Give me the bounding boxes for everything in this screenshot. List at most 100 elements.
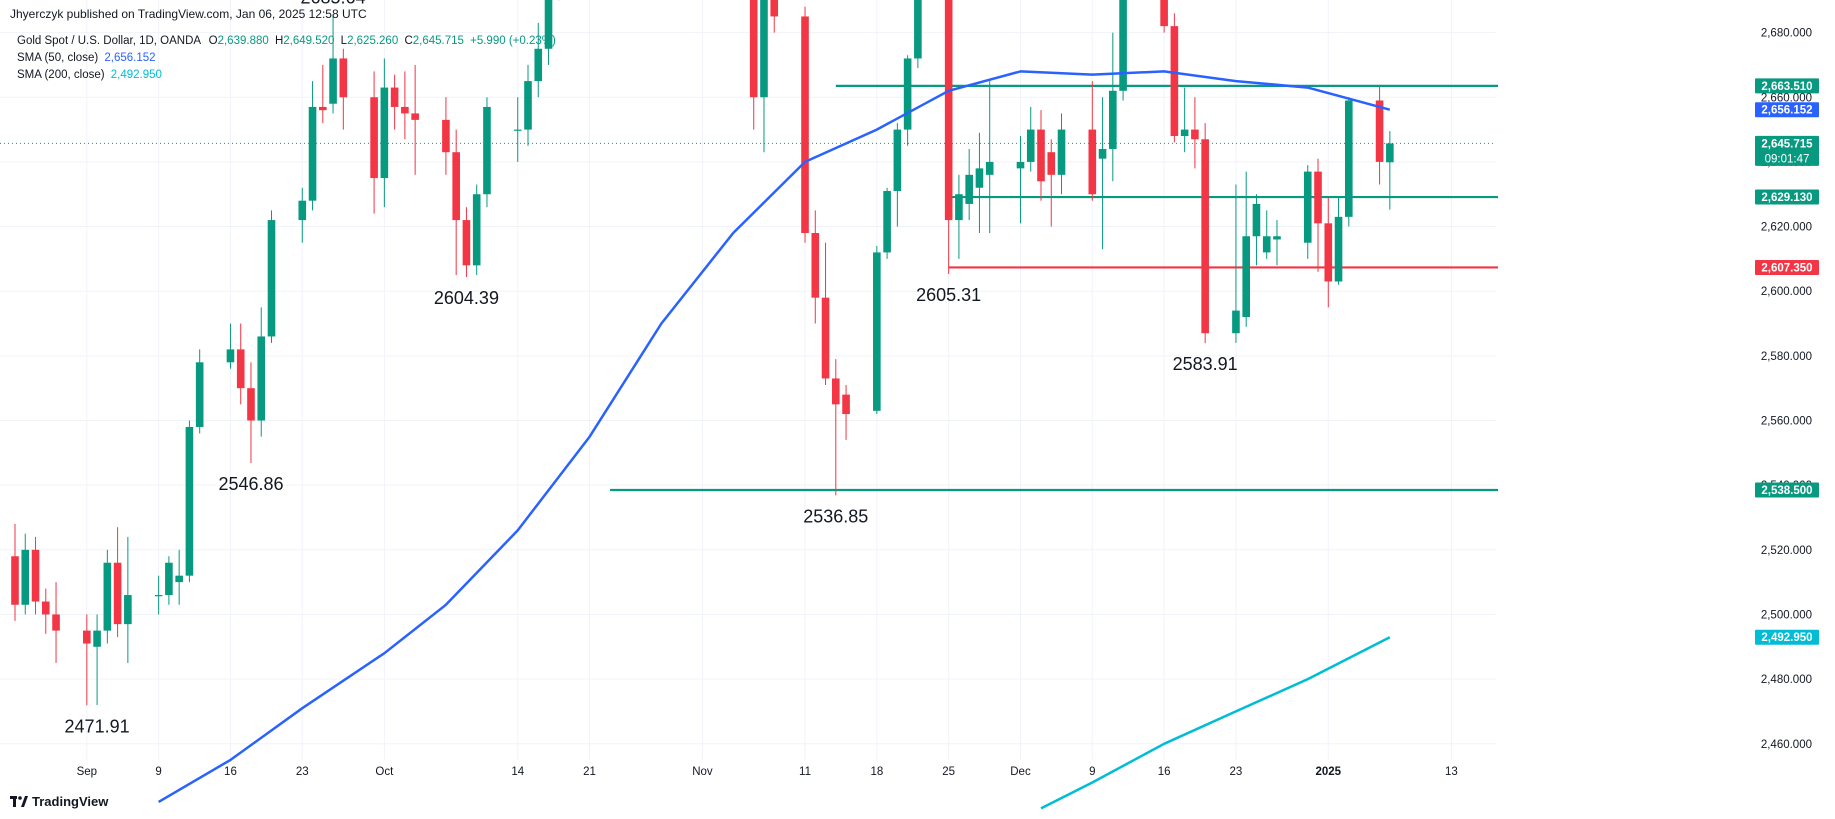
tradingview-logo-icon xyxy=(10,795,28,807)
candle-body xyxy=(21,549,30,605)
candle-body xyxy=(339,58,348,98)
candle-body xyxy=(873,252,881,411)
candle-body xyxy=(442,119,450,153)
candle-body xyxy=(1303,171,1312,243)
candle-body xyxy=(534,48,543,82)
candle-body xyxy=(1273,236,1281,240)
candle-body xyxy=(185,426,194,576)
candle-body xyxy=(883,190,891,253)
candle-body xyxy=(113,562,122,625)
low-label: L xyxy=(340,35,348,47)
candle-body xyxy=(1314,171,1322,224)
y-tick-label: 2,460.000 xyxy=(1761,739,1812,751)
candle-body xyxy=(319,106,327,111)
sma50-legend-row[interactable]: SMA (50, close) 2,656.152 xyxy=(17,50,556,67)
x-tick-label: 23 xyxy=(296,766,309,778)
candle-body xyxy=(524,81,532,130)
price-axis-tags: 2,693.4002,663.5102,629.1302,607.3502,53… xyxy=(1755,78,1819,645)
price-annotation: 2604.39 xyxy=(434,288,499,308)
level-price-tag-label: 2,663.510 xyxy=(1761,81,1812,93)
candle-body xyxy=(247,388,255,421)
level-price-tag-label: 2,538.500 xyxy=(1761,485,1812,497)
publisher-line: Jhyerczyk published on TradingView.com, … xyxy=(10,7,367,21)
candle-body xyxy=(267,220,276,337)
brand-name: TradingView xyxy=(32,794,109,809)
candle-body xyxy=(452,152,460,221)
candle-body xyxy=(257,336,266,421)
sma200-line xyxy=(1040,636,1391,810)
candle-body xyxy=(1026,129,1035,162)
sma50-value: 2,656.152 xyxy=(104,52,156,64)
close-label: C xyxy=(404,35,413,47)
candle-body xyxy=(329,58,337,104)
candle-body xyxy=(1232,310,1240,334)
candle-body xyxy=(842,394,850,415)
candle-body xyxy=(1160,0,1168,27)
close-value: 2,645.715 xyxy=(412,35,464,47)
current-price-tag-countdown: 09:01:47 xyxy=(1765,153,1810,165)
current-price-tag-label: 2,645.715 xyxy=(1761,138,1813,150)
candle-body xyxy=(1088,129,1097,195)
x-tick-label: 9 xyxy=(1089,766,1095,778)
candle-body xyxy=(236,349,245,389)
candle-body xyxy=(401,106,409,114)
x-tick-label: 9 xyxy=(155,766,161,778)
x-tick-label: Sep xyxy=(77,766,97,778)
candle-body xyxy=(83,630,91,644)
sma-price-tag xyxy=(1755,102,1819,118)
symbol-legend-row[interactable]: Gold Spot / U.S. Dollar, 1D, OANDA O2,63… xyxy=(17,33,556,50)
open-label: O xyxy=(208,35,218,47)
x-tick-label: 16 xyxy=(224,766,237,778)
price-annotation: 2536.85 xyxy=(803,506,868,526)
level-price-tag xyxy=(1755,189,1819,205)
x-tick-label: 11 xyxy=(799,766,811,778)
sma50-line xyxy=(157,70,1391,803)
candle-body xyxy=(749,0,758,98)
sma200-value: 2,492.950 xyxy=(110,69,162,81)
price-annotation: 2685.64 xyxy=(301,0,366,7)
x-tick-label: 16 xyxy=(1158,766,1171,778)
change-value: +5.990 (+0.23%) xyxy=(470,35,556,47)
candle-body xyxy=(513,129,522,131)
candle-body xyxy=(1016,161,1025,169)
candle-body xyxy=(1098,148,1107,159)
candle-body xyxy=(165,562,173,596)
candle-body xyxy=(175,575,183,583)
candle-body xyxy=(975,168,984,188)
y-tick-label: 2,480.000 xyxy=(1761,674,1812,686)
sma-price-tag-label: 2,656.152 xyxy=(1761,105,1812,117)
candle-body xyxy=(1047,152,1056,175)
candle-body xyxy=(985,161,994,175)
y-tick-label: 2,580.000 xyxy=(1761,351,1812,363)
x-tick-label: 21 xyxy=(583,766,596,778)
y-tick-label: 2,680.000 xyxy=(1761,28,1812,40)
sma50-label: SMA (50, close) xyxy=(17,52,99,64)
x-tick-label: 23 xyxy=(1230,766,1243,778)
candle-body xyxy=(1252,203,1261,237)
candle-body xyxy=(411,113,419,120)
candle-body xyxy=(103,562,112,631)
time-axis[interactable]: Sep 9 16 23 Oct 14 21 Nov 11 18 25 Dec 9 16 23 2025 13 xyxy=(77,766,1458,778)
open-value: 2,639.880 xyxy=(217,35,269,47)
candle-body xyxy=(1057,129,1066,175)
candle-body xyxy=(1109,90,1117,149)
candle-body xyxy=(1334,216,1343,282)
y-tick-label: 2,600.000 xyxy=(1761,286,1812,298)
y-tick-label: 2,620.000 xyxy=(1761,222,1812,234)
x-tick-label: 2025 xyxy=(1315,766,1341,778)
candle-body xyxy=(1119,0,1127,91)
candle-body xyxy=(770,0,779,17)
tradingview-brand[interactable]: TradingView xyxy=(10,794,108,809)
sma-price-tag-label: 2,492.950 xyxy=(1761,632,1812,644)
current-price-tag xyxy=(1755,135,1819,166)
horizontal-levels[interactable] xyxy=(0,0,1498,492)
candle-body xyxy=(1201,139,1209,334)
sma200-legend-row[interactable]: SMA (200, close) 2,492.950 xyxy=(17,67,556,84)
x-tick-label: Dec xyxy=(1010,766,1031,778)
candle-body xyxy=(811,233,820,298)
y-tick-label: 2,520.000 xyxy=(1761,545,1812,557)
candle-body xyxy=(462,220,471,266)
y-tick-label: 2,560.000 xyxy=(1761,416,1812,428)
sma-price-tag xyxy=(1755,629,1819,645)
